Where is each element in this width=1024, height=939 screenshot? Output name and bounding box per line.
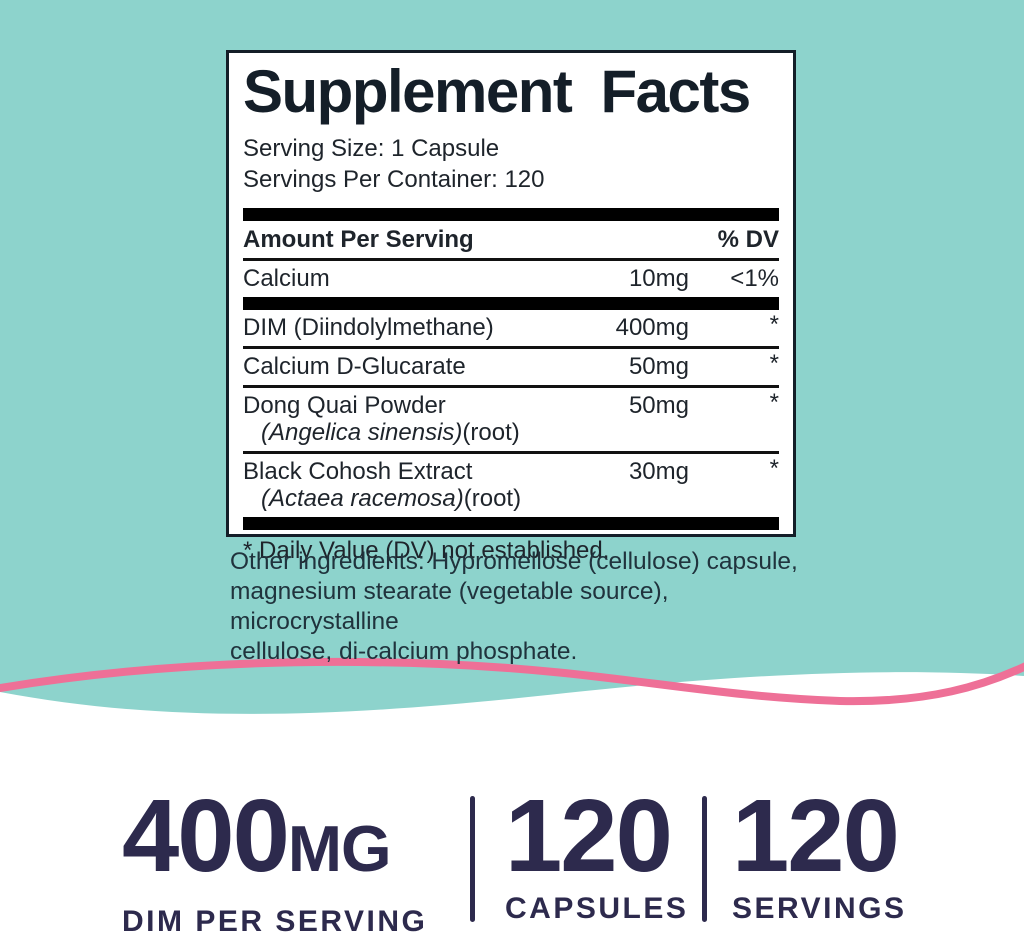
stat-dim-per-serving: 400MG DIM PER SERVING [122,784,428,939]
ingredient-dv: * [769,350,779,377]
stat-capsules: 120 CAPSULES [505,784,689,926]
table-row-dong-quai: Dong Quai Powder (Angelica sinensis)(roo… [243,388,779,454]
serving-info: Serving Size: 1 Capsule Servings Per Con… [243,133,779,195]
stat-divider [470,796,475,922]
other-ingredients-line: magnesium stearate (vegetable source), m… [230,578,669,635]
other-ingredients-line: Other ingredients: Hypromellose (cellulo… [230,548,798,575]
stat-value: 400MG [122,778,392,893]
ingredient-dv: * [769,455,779,482]
amount-per-serving-header: Amount Per Serving [243,226,474,253]
stat-label: CAPSULES [505,892,689,925]
ingredient-amount: 400mg [615,314,689,341]
ingredient-dv: * [769,311,779,338]
panel-title: Supplement Facts [243,58,751,125]
ingredient-name: DIM (Diindolylmethane) [243,314,494,341]
ingredient-amount: 30mg [628,458,689,485]
stat-value: 120 [505,778,673,893]
stat-value: 120 [732,778,900,893]
table-row-black-cohosh: Black Cohosh Extract (Actaea racemosa)(r… [243,454,779,517]
stat-label: SERVINGS [732,892,907,925]
other-ingredients-line: cellulose, di-calcium phosphate. [230,638,578,665]
botanical-name: (Angelica sinensis)(root) [261,419,520,446]
ingredient-amount: 50mg [628,353,689,380]
serving-size: Serving Size: 1 Capsule [243,135,500,162]
thick-divider-bar [243,208,779,221]
thick-divider-bar [243,517,779,530]
table-row-calcium: Calcium 10mg <1% [243,261,779,297]
ingredient-amount: 50mg [628,392,689,419]
servings-per-container: Servings Per Container: 120 [243,166,545,193]
dv-footnote: * Daily Value (DV) not established. [243,537,610,564]
thick-divider-bar [243,297,779,310]
ingredient-amount: 10mg [628,265,689,292]
ingredient-name: Calcium [243,265,330,292]
other-ingredients: Other ingredients: Hypromellose (cellulo… [230,547,820,667]
table-header-row: Amount Per Serving % DV [243,221,779,261]
ingredient-dv: * [769,389,779,416]
stat-label: DIM PER SERVING [122,905,428,938]
ingredient-dv: <1% [730,265,779,292]
table-row-dim: DIM (Diindolylmethane) 400mg * [243,310,779,349]
table-row-calcium-d-glucarate: Calcium D-Glucarate 50mg * [243,349,779,388]
ingredient-name: Black Cohosh Extract (Actaea racemosa)(r… [243,458,579,512]
ingredient-name: Dong Quai Powder (Angelica sinensis)(roo… [243,392,579,446]
supplement-facts-panel: Supplement Facts Serving Size: 1 Capsule… [226,50,796,564]
ingredient-name: Calcium D-Glucarate [243,353,466,380]
stat-unit: MG [287,812,392,885]
stat-divider [702,796,707,922]
percent-dv-header: % DV [717,226,779,253]
botanical-name: (Actaea racemosa)(root) [261,485,522,512]
stat-servings: 120 SERVINGS [732,784,907,926]
pink-wave-line [0,657,1024,706]
